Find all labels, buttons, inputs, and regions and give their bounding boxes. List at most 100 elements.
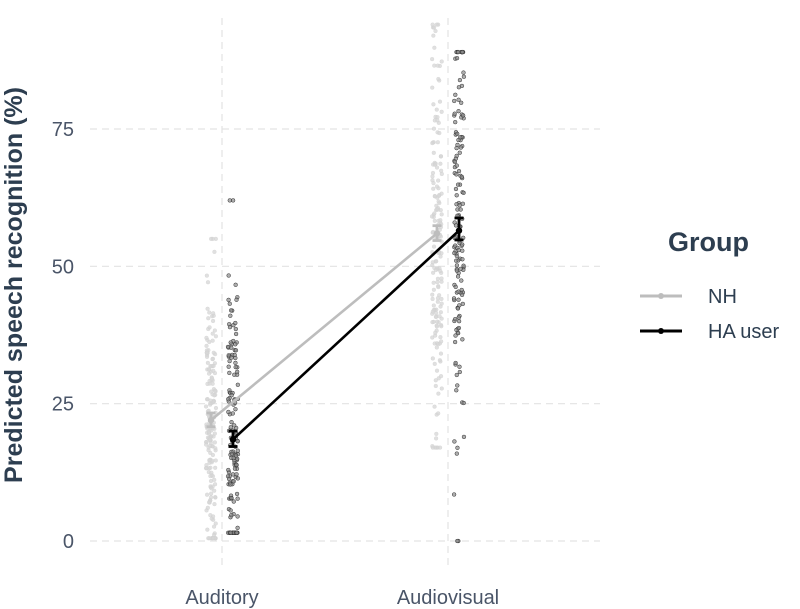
data-point [232, 372, 237, 377]
data-point [459, 174, 464, 179]
data-point [235, 382, 240, 387]
data-point [229, 355, 234, 360]
data-point [456, 49, 461, 55]
data-point [228, 530, 233, 535]
data-point [438, 374, 444, 379]
data-point [434, 436, 439, 441]
data-point [461, 70, 466, 75]
data-point [431, 244, 437, 249]
y-tick-labels: 0 25 50 75 [52, 119, 74, 553]
data-point [456, 289, 461, 294]
data-point [208, 465, 213, 470]
data-point [457, 77, 463, 83]
data-point [454, 258, 459, 263]
data-point [431, 33, 436, 38]
mean-point [207, 416, 215, 424]
data-point [226, 467, 231, 473]
data-point [233, 348, 239, 353]
data-point [211, 350, 216, 355]
data-point [212, 488, 217, 493]
mean-lines [210, 229, 460, 441]
data-point [432, 211, 437, 216]
data-point [438, 351, 444, 356]
data-point [206, 430, 211, 435]
data-point [209, 491, 214, 496]
data-point [452, 250, 457, 256]
data-point [439, 212, 444, 217]
data-point [213, 465, 218, 470]
data-point [213, 482, 218, 487]
data-point [226, 397, 231, 402]
legend-title: Group [668, 227, 749, 257]
data-point [452, 317, 458, 322]
data-point [205, 280, 211, 285]
data-point [439, 109, 444, 114]
data-point [436, 178, 441, 183]
data-point [439, 279, 444, 284]
data-point [436, 411, 441, 416]
data-point [226, 353, 231, 358]
data-point [439, 386, 444, 391]
data-point [452, 439, 457, 444]
data-point [453, 119, 458, 125]
data-point [231, 479, 236, 484]
data-point [438, 161, 443, 166]
data-point [456, 315, 461, 320]
data-point [228, 425, 233, 430]
data-point [209, 486, 214, 491]
data-point [436, 285, 441, 290]
data-point [430, 296, 435, 302]
data-point [454, 263, 460, 268]
data-point [459, 100, 464, 105]
data-point [434, 165, 440, 170]
data-point [212, 524, 217, 529]
data-point [430, 141, 435, 146]
data-point [434, 203, 439, 208]
data-point [434, 431, 439, 436]
legend-key-point [658, 293, 664, 299]
data-point [456, 331, 461, 336]
grid [90, 18, 600, 568]
data-point [210, 338, 215, 343]
data-point [209, 470, 214, 475]
data-point [437, 445, 443, 450]
data-point [431, 303, 436, 308]
data-point [457, 369, 462, 375]
y-tick-label: 25 [52, 394, 74, 416]
data-point [454, 163, 459, 168]
data-point [229, 420, 234, 425]
data-point [234, 462, 239, 468]
data-point [228, 313, 233, 318]
data-point [213, 448, 218, 453]
data-point [461, 74, 467, 79]
data-point [453, 223, 459, 228]
data-point [211, 368, 216, 373]
data-point [432, 45, 437, 50]
data-point [456, 297, 461, 302]
data-point [431, 102, 436, 107]
data-point [228, 508, 233, 513]
data-point [229, 393, 234, 398]
data-point [435, 140, 440, 145]
data-point [212, 393, 217, 398]
data-point [211, 536, 216, 541]
data-point [436, 391, 441, 396]
data-point [434, 22, 439, 27]
data-point [439, 168, 444, 173]
data-point [227, 358, 232, 364]
data-point [461, 190, 466, 195]
data-point [235, 514, 240, 519]
data-point [430, 356, 435, 361]
data-point [432, 63, 437, 68]
data-point [430, 292, 435, 297]
data-point [430, 170, 436, 176]
data-point [458, 266, 463, 272]
data-point [430, 57, 435, 62]
data-point [455, 445, 460, 450]
mean-point [433, 230, 441, 237]
data-point [452, 111, 457, 116]
data-point [233, 282, 238, 287]
data-point [430, 85, 435, 90]
legend-items: NH HA user [640, 286, 779, 343]
data-point [212, 431, 217, 436]
